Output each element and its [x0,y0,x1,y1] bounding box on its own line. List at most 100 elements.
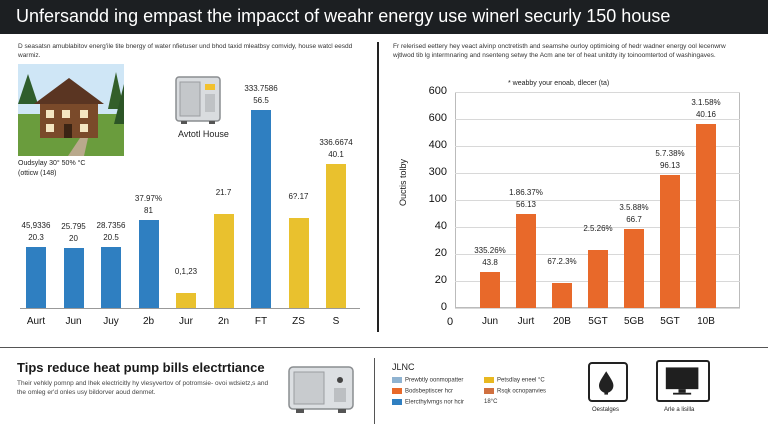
bar-value-label: 66.7 [626,214,642,224]
x-tick-label: Juy [103,316,119,327]
legend-swatch [484,377,494,383]
legend-item: Bodsbeptiscer hcr [392,388,453,395]
x-tick-label: S [332,316,340,327]
house-caption-2: (otticw (148) [18,170,57,177]
bar-value-label: 81 [144,205,153,215]
y-tick-label: 300 [428,166,447,178]
bar [63,248,84,308]
legend-title: JLNC [392,362,415,372]
gridline [455,227,740,228]
gridline [455,173,740,174]
legend-item: 18°C [484,399,497,405]
bar-value-label: 2.5.26% [583,224,613,234]
water-drop-icon [599,371,614,395]
page-title: Unfersandd ing empast the impacct of wea… [16,6,671,26]
bar-value-label: 67.2.3% [547,256,577,266]
gridline [455,92,740,93]
gridline [455,200,740,201]
gridline [455,308,740,309]
bar-value-label: 40.16 [695,110,717,120]
y-tick-label: 20 [434,274,447,286]
legend-swatch [392,399,402,405]
legend-item: Elercthylvmgs nor hcir [392,399,464,406]
heat-pump-icon [175,76,221,124]
bar [251,110,271,308]
bar-value-label: 20 [69,234,78,243]
bar-value-label: 25.795 [61,222,86,231]
bar [326,164,346,308]
legend-item: Rsqk ocnopanvies [484,388,546,395]
icon1-label: Oestalges [592,407,620,413]
bar [176,293,196,308]
x-axis [20,308,360,309]
x-tick-label: 10B [697,316,715,327]
bar [101,246,121,308]
legend-label: Prewbtly oonmopatter [405,377,464,384]
y-tick-label: 600 [428,112,447,124]
bar [516,214,536,308]
heat-pump-footer-icon [288,366,354,413]
y-tick-label: 400 [428,139,447,151]
bar [588,250,608,308]
title-bar: Unfersandd ing empast the impacct of wea… [0,0,768,34]
bar-value-label: 43.8 [482,258,498,267]
bar [696,124,716,308]
icon2-label: Arle a lisilla [664,407,695,413]
bar-value-label: 335.26% [474,246,506,255]
y-tick-label: 20 [434,247,447,259]
bar [288,218,309,308]
legend-label: Elercthylvmgs nor hcir [405,399,465,406]
right-chart-subtitle: * weabby your enoab, dlecer (ta) [508,80,610,87]
x-tick-label: Jurt [517,316,535,327]
bar-value-label: 6?.17 [288,192,309,201]
bar-value-label: 5.7.38% [655,148,685,158]
footer-text: Their vehkly pomnp and lhek electricitly… [17,380,269,396]
right-y-label: Ouctis tolby [398,158,408,206]
y-tick-label: 100 [428,193,447,205]
bar-value-label: 21.7 [215,187,232,197]
bar-value-label: 37.97% [134,193,163,203]
bar [213,213,234,308]
bar-value-label: 3.1.58% [691,98,721,108]
legend-label: Rsqk ocnopanvies [497,388,547,395]
x-zero-label: 0 [447,316,454,328]
right-intro: Fr relerised eettery hey veact alvinp on… [393,43,726,59]
bar [138,219,159,308]
y-tick-label: 600 [428,85,447,97]
bar [26,247,46,308]
y-tick-label: 0 [440,301,447,313]
bar-value-label: 45,9336 [21,221,51,231]
monitor-icon [665,367,699,395]
water-drop-box [588,362,628,402]
x-tick-label: 5GT [588,316,608,327]
legend-label: Petsdlay eneel °C [497,377,545,384]
gridline [455,119,740,120]
bar [660,174,680,308]
legend-swatch [484,388,494,394]
left-intro: D seasatsn amublabitov energ'ile tite bn… [18,43,353,59]
bar [480,272,500,308]
bar-value-label: 0,1,23 [174,267,198,276]
bar-value-label: 20.3 [28,233,44,243]
bar-value-label: 1.86.37% [509,188,543,198]
house-image [18,64,124,156]
x-tick-label: Jun [65,316,82,327]
footer-divider-v [374,358,375,424]
legend-item: Petsdlay eneel °C [484,377,545,384]
x-tick-label: 20B [553,316,571,327]
monitor-box [656,360,710,402]
bar-value-label: 40.1 [328,150,344,159]
bar-value-label: 28.7356 [96,220,126,230]
x-tick-label: Jur [179,316,193,327]
legend-item: Prewbtly oonmopatter [392,377,463,384]
bar-value-label: 336.6674 [319,138,353,147]
gridline [455,146,740,147]
bar-value-label: 20.5 [103,232,119,242]
x-tick-label: ZS [292,316,305,327]
legend-label: 18°C [484,399,498,405]
x-tick-label: Aurt [26,316,46,327]
x-tick-label: 2n [217,316,230,327]
y-tick-label: 40 [434,220,447,232]
footer-divider [0,347,768,348]
heater-label: Avtotl House [178,129,229,139]
